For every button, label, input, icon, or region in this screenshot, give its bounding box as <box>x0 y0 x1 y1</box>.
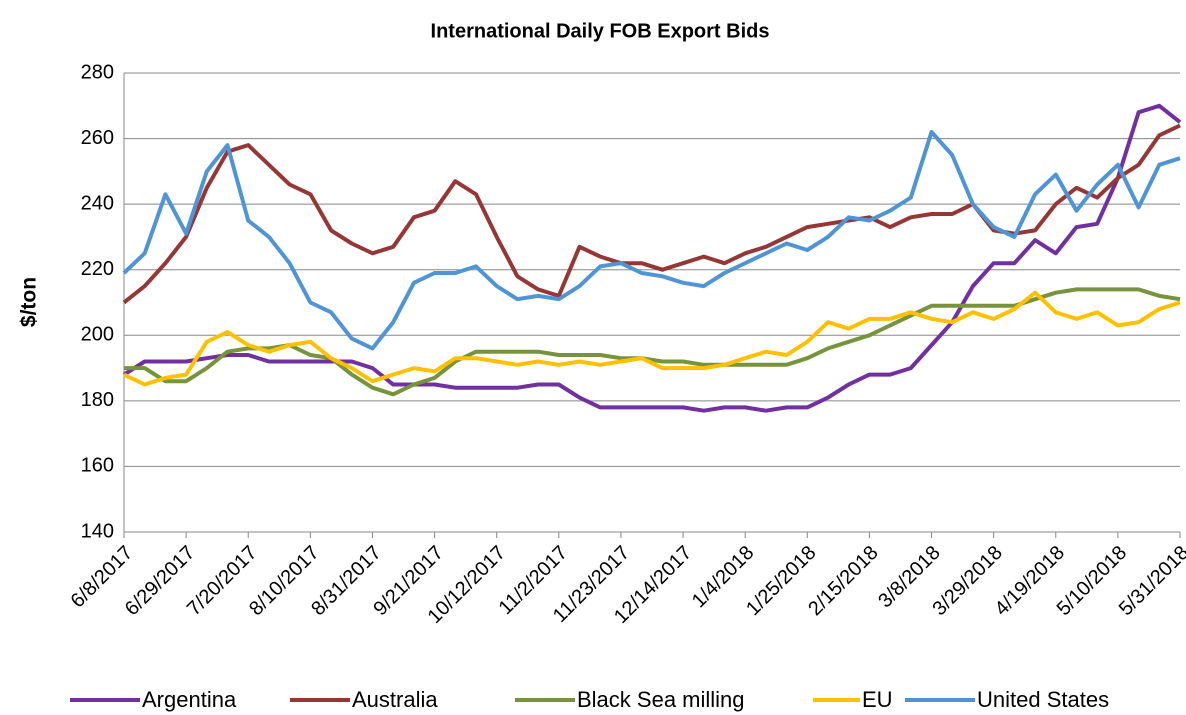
legend-label: Black Sea milling <box>577 687 745 712</box>
legend-label: EU <box>862 687 893 712</box>
y-tick-label: 260 <box>81 127 114 149</box>
y-tick-label: 280 <box>81 61 114 83</box>
legend-label: United States <box>977 687 1109 712</box>
y-tick-label: 240 <box>81 192 114 214</box>
legend-label: Argentina <box>142 687 237 712</box>
y-tick-label: 140 <box>81 520 114 542</box>
y-tick-label: 180 <box>81 389 114 411</box>
line-series <box>122 130 1181 351</box>
legend-label: Australia <box>352 687 438 712</box>
y-axis-label: $/ton <box>18 277 41 327</box>
y-tick-label: 200 <box>81 324 114 346</box>
y-tick-label: 220 <box>81 258 114 280</box>
line-series <box>122 103 1182 413</box>
y-tick-label: 160 <box>81 455 114 477</box>
line-series <box>124 287 1181 397</box>
chart-title: International Daily FOB Export Bids <box>431 20 770 42</box>
line-series <box>123 290 1181 387</box>
